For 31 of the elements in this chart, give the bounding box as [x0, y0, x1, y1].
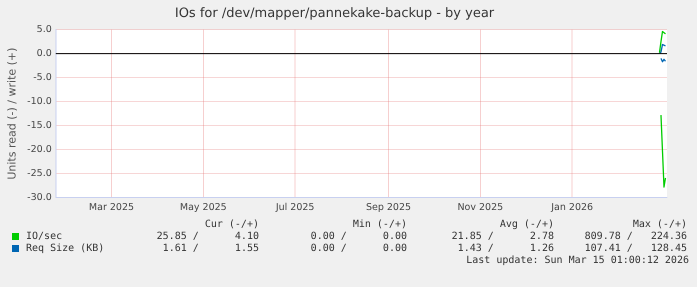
x-tick-label: Nov 2025: [457, 202, 504, 213]
x-tick-label: Jul 2025: [274, 202, 314, 213]
y-tick-label: -20.0: [27, 144, 52, 156]
x-tick-label: Mar 2025: [88, 202, 134, 213]
y-tick-label: -25.0: [27, 168, 52, 180]
chart-title: IOs for /dev/mapper/pannekake-backup - by year: [174, 6, 495, 22]
text: Last update: Sun Mar 15 01:00:12 2026: [466, 255, 689, 266]
text: 809.78 / 224.36: [584, 231, 687, 242]
legend-label: IO/sec: [26, 231, 62, 242]
text: Min (-/+): [352, 219, 407, 230]
y-tick-label: -5.0: [33, 72, 52, 84]
text: Avg (-/+): [500, 219, 554, 230]
text: Cur (-/+): [204, 219, 259, 230]
text: 1.61 / 1.55: [162, 243, 259, 254]
text: 1.43 / 1.26: [458, 243, 554, 254]
y-tick-label: 0.0: [36, 48, 52, 60]
x-tick-label: Sep 2025: [366, 202, 412, 213]
text: 0.00 / 0.00: [310, 231, 407, 242]
text: Max (-/+): [632, 219, 687, 230]
y-tick-label: -30.0: [27, 192, 52, 204]
text: 25.85 / 4.10: [156, 231, 259, 242]
x-tick-label: Jan 2026: [550, 202, 594, 213]
text: 0.00 / 0.00: [310, 243, 407, 254]
y-tick-label: 5.0: [36, 24, 52, 36]
legend-label: Req Size (KB): [26, 243, 104, 254]
y-axis-title: Units read (-) / write (+): [5, 48, 18, 180]
text: 21.85 / 2.78: [452, 231, 554, 242]
x-tick-label: May 2025: [180, 202, 227, 213]
y-tick-label: -10.0: [27, 96, 52, 108]
y-tick-label: -15.0: [27, 120, 52, 132]
text: 107.41 / 128.45: [584, 243, 687, 254]
